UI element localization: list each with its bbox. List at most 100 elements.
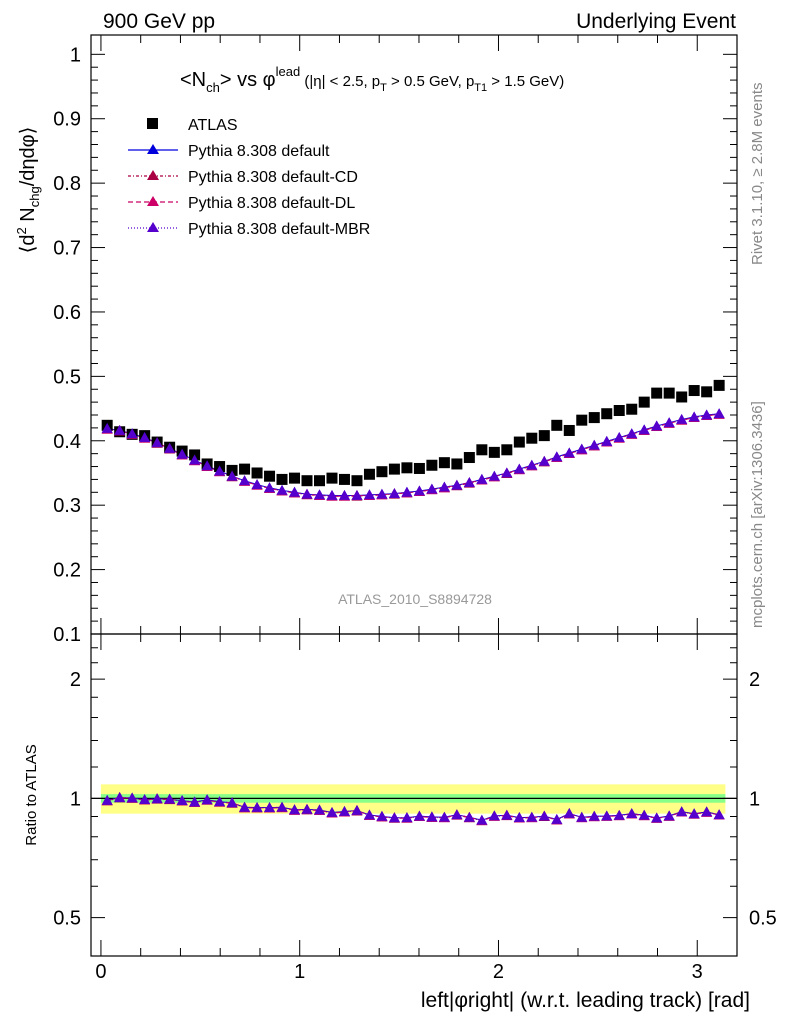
atlas-point [239,463,251,475]
ratio-point-mbr [151,793,163,804]
mc-point-mbr [351,490,363,500]
atlas-point [713,379,725,391]
atlas-point [226,464,238,476]
ratio-point-mbr [601,810,613,821]
mc-point-mbr [326,490,338,500]
ratio-point-mbr [239,801,251,812]
plot-title: <Nch> vs φlead (|η| < 2.5, pT > 0.5 GeV,… [180,64,564,95]
y-tick-label: 0.5 [53,366,81,388]
mc-point-mbr [413,485,425,496]
x-tick-label: 2 [493,961,504,983]
atlas-point [526,432,538,444]
atlas-point [551,419,563,431]
ratio-point-mbr [114,792,126,802]
ratio-y-tick-label-right: 0.5 [749,908,777,930]
atlas-point [613,405,625,417]
mc-point-mbr [388,488,400,498]
ratio-point-mbr [463,811,475,822]
ratio-point-mbr [301,803,313,814]
ratio-x-ticks: 0 1 2 3 [95,634,703,983]
atlas-point [588,412,600,424]
atlas-point [326,472,338,484]
atlas-point [576,414,588,426]
legend-marker-dl [147,196,159,206]
ratio-point-mbr [538,810,550,821]
ratio-panel: 0.5 0.5 1 1 2 2 0 1 2 3 Ratio to ATLAS [23,633,777,983]
ratio-point-mbr [713,809,725,820]
mc-point-mbr [601,435,613,446]
ratio-point-mbr [101,794,113,805]
ratio-point-mbr [701,806,713,817]
mc-point-mbr [139,432,151,442]
mc-point-mbr [126,428,138,439]
ratio-point-mbr [588,810,600,821]
ratio-point-mbr [613,809,625,820]
ratio-point-mbr [438,811,450,822]
atlas-point [388,463,400,475]
ratio-point-mbr [401,812,413,823]
mc-point-mbr [663,417,675,428]
mc-point-mbr [638,424,650,435]
mc-point-mbr [613,432,625,442]
atlas-point [289,472,301,484]
ratio-point-mbr [176,795,188,806]
mc-point-mbr [201,460,213,471]
mc-point-mbr [289,486,301,497]
mc-point-mbr [713,408,725,419]
atlas-point [513,436,525,448]
atlas-point [563,424,575,436]
mc-point-mbr [314,489,326,500]
ratio-point-mbr [638,809,650,820]
ratio-point-mbr [376,810,388,821]
main-panel: 0.1 0.2 0.3 0.4 0.5 0.6 0.7 0.8 0.9 1 <Nch> vs φl… [14,34,738,646]
header-right: Underlying Event [576,10,736,33]
ratio-data [101,792,725,826]
ratio-y-tick-label: 2 [70,669,81,691]
atlas-point [538,430,550,442]
main-y-ticks: 0.1 0.2 0.3 0.4 0.5 0.6 0.7 0.8 0.9 1 [53,44,737,646]
ratio-point-mbr [626,808,638,818]
mc-point-mbr [363,489,375,500]
mc-point-mbr [251,479,263,489]
y-tick-label: 0.8 [53,173,81,195]
header-left: 900 GeV pp [103,10,215,33]
atlas-point [688,385,700,397]
mc-point-mbr [551,451,563,462]
ratio-point-mbr [501,809,513,820]
mc-point-mbr [426,483,438,494]
atlas-point [601,408,613,420]
ratio-point-mbr [139,794,151,805]
main-ylabel: ⟨d2 Nchg/dηdφ⟩ [14,127,42,254]
main-data [101,379,725,501]
ratio-point-mbr [189,796,201,807]
mc-point-mbr [264,482,276,493]
y-tick-label: 1 [70,44,81,66]
mc-point-mbr [538,455,550,466]
atlas-point [651,387,663,399]
mc-point-mbr [701,409,713,420]
y-tick-label: 0.1 [53,624,81,646]
y-tick-label: 0.6 [53,302,81,324]
ratio-point-mbr [663,810,675,821]
mc-point-mbr [651,420,663,431]
ratio-point-mbr [513,812,525,822]
mc-point-mbr [626,428,638,439]
atlas-point [476,444,488,456]
mc-point-mbr [276,484,288,495]
mc-point-mbr [676,414,688,424]
mc-point-mbr [189,454,201,465]
analysis-watermark: ATLAS_2010_S8894728 [338,591,492,607]
mcplots-label: mcplots.cern.ch [arXiv:1306.3436] [749,401,766,628]
mc-point-mbr [526,459,538,470]
ratio-point-mbr [388,812,400,823]
ratio-point-mbr [201,794,213,805]
ratio-point-mbr [563,807,575,818]
ratio-point-mbr [351,804,363,815]
main-x-ticks [100,35,698,634]
legend-label-atlas: ATLAS [188,117,238,134]
atlas-point [363,468,375,480]
legend-label-default: Pythia 8.308 default [188,143,330,160]
ratio-y-tick-label: 0.5 [53,908,81,930]
ratio-point-mbr [264,802,276,812]
mc-point-mbr [338,490,350,500]
